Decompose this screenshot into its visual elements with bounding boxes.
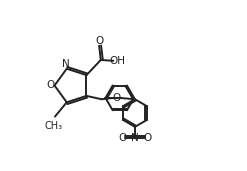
Text: O: O: [95, 36, 103, 47]
Text: O: O: [46, 81, 54, 90]
Text: OH: OH: [110, 56, 126, 66]
Text: N: N: [62, 60, 70, 69]
Text: O: O: [144, 133, 152, 143]
Text: N: N: [131, 133, 139, 143]
Text: O: O: [118, 133, 126, 143]
Text: O: O: [113, 93, 121, 103]
Text: CH₃: CH₃: [44, 121, 62, 131]
